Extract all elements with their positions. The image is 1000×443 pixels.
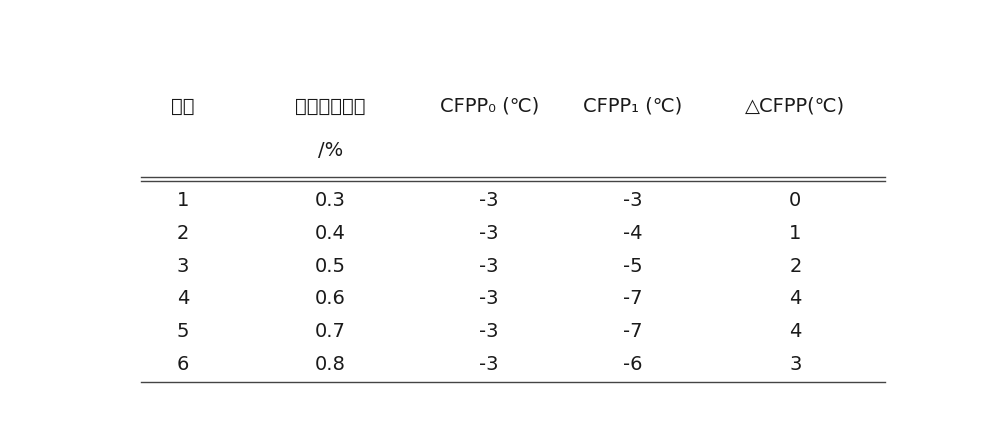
- Text: 0.8: 0.8: [315, 355, 346, 374]
- Text: 4: 4: [789, 289, 802, 308]
- Text: /%: /%: [318, 141, 343, 160]
- Text: 0.6: 0.6: [315, 289, 346, 308]
- Text: -3: -3: [480, 322, 499, 341]
- Text: 3: 3: [789, 355, 802, 374]
- Text: 2: 2: [789, 256, 802, 276]
- Text: 3: 3: [177, 256, 189, 276]
- Text: -6: -6: [623, 355, 642, 374]
- Text: -3: -3: [480, 355, 499, 374]
- Text: -3: -3: [480, 256, 499, 276]
- Text: 0.3: 0.3: [315, 191, 346, 210]
- Text: -7: -7: [623, 289, 642, 308]
- Text: -3: -3: [480, 289, 499, 308]
- Text: -3: -3: [623, 191, 642, 210]
- Text: 6: 6: [177, 355, 189, 374]
- Text: -7: -7: [623, 322, 642, 341]
- Text: 0.4: 0.4: [315, 224, 346, 243]
- Text: 2: 2: [177, 224, 189, 243]
- Text: -4: -4: [623, 224, 642, 243]
- Text: CFPP₀ (℃): CFPP₀ (℃): [440, 97, 539, 116]
- Text: -3: -3: [480, 191, 499, 210]
- Text: CFPP₁ (℃): CFPP₁ (℃): [583, 97, 682, 116]
- Text: 1: 1: [177, 191, 189, 210]
- Text: -5: -5: [623, 256, 642, 276]
- Text: 5: 5: [177, 322, 189, 341]
- Text: 4: 4: [177, 289, 189, 308]
- Text: △CFPP(℃): △CFPP(℃): [745, 97, 845, 116]
- Text: 编号: 编号: [171, 97, 195, 116]
- Text: -3: -3: [480, 224, 499, 243]
- Text: 0: 0: [789, 191, 802, 210]
- Text: 0.5: 0.5: [315, 256, 346, 276]
- Text: 降凝剂添加量: 降凝剂添加量: [295, 97, 366, 116]
- Text: 0.7: 0.7: [315, 322, 346, 341]
- Text: 4: 4: [789, 322, 802, 341]
- Text: 1: 1: [789, 224, 802, 243]
